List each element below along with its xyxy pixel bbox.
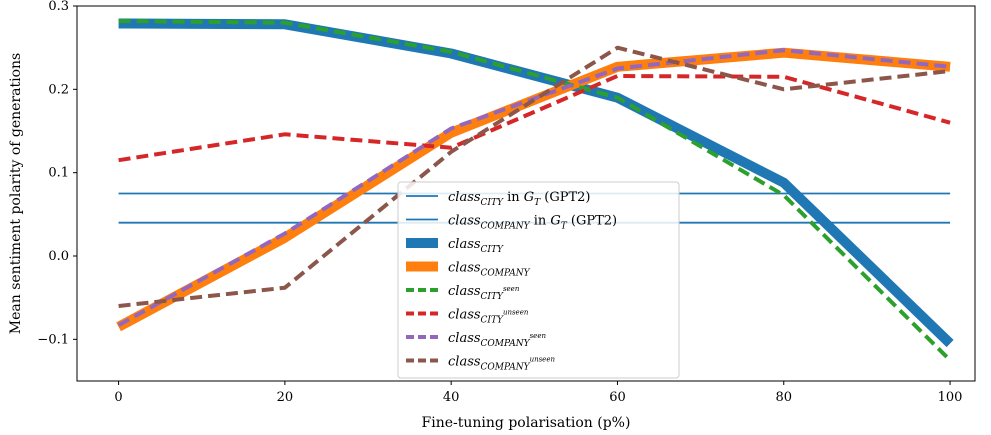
y-tick-label: 0.0 bbox=[48, 249, 69, 264]
legend-label: classCITY bbox=[448, 237, 504, 255]
x-tick-label: 60 bbox=[609, 390, 626, 405]
legend-label: classCOMPANYseen bbox=[448, 331, 546, 349]
legend-label: classCOMPANY in GT (GPT2) bbox=[448, 214, 617, 232]
x-axis-label: Fine-tuning polarisation (p%) bbox=[422, 415, 631, 431]
legend-label: classCITYseen bbox=[448, 284, 520, 302]
x-tick-label: 20 bbox=[277, 390, 294, 405]
x-tick-label: 0 bbox=[114, 390, 122, 405]
x-tick-label: 40 bbox=[443, 390, 460, 405]
series-line-class-city-seen bbox=[118, 19, 952, 362]
legend: classCITY in GT (GPT2) classCOMPANY in GT… bbox=[397, 181, 680, 379]
x-tick-label: 80 bbox=[775, 390, 792, 405]
series-line-class-company-unseen bbox=[118, 45, 951, 308]
legend-frame bbox=[397, 181, 680, 379]
legend-label: classCOMPANY bbox=[448, 261, 531, 279]
legend-label: classCITY in GT (GPT2) bbox=[448, 190, 591, 208]
x-tick-label: 100 bbox=[938, 390, 963, 405]
axes-frame bbox=[76, 5, 976, 382]
legend-label: classCOMPANYunseen bbox=[448, 355, 555, 373]
y-tick-label: 0.1 bbox=[48, 166, 69, 181]
y-tick-label: 0.2 bbox=[48, 82, 69, 97]
series-line-class-city-unseen bbox=[118, 74, 951, 163]
axes: 0 20 40 60 80 100 −0.1 0.0 0.1 0.2 0.3 bbox=[37, 0, 976, 405]
y-tick-label: −0.1 bbox=[37, 332, 69, 347]
y-axis-label: Mean sentiment polarity of generations bbox=[8, 53, 24, 334]
y-tick-label: 0.3 bbox=[48, 0, 69, 14]
legend-label: classCITYunseen bbox=[448, 308, 529, 326]
plot-area bbox=[116, 18, 954, 362]
series-line-class-company-seen bbox=[117, 48, 951, 327]
